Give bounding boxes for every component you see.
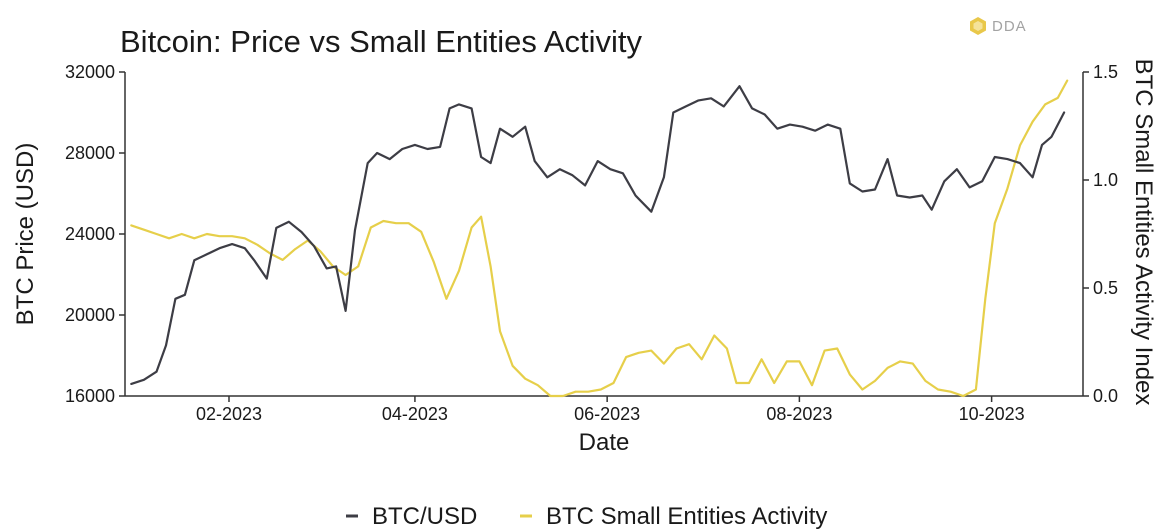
y-left-tick-label: 20000 <box>65 305 115 325</box>
y-left-tick-label: 28000 <box>65 143 115 163</box>
legend-label-small-entities: BTC Small Entities Activity <box>546 503 827 529</box>
y-left-tick-label: 24000 <box>65 224 115 244</box>
series-line-btc-usd <box>130 85 1066 385</box>
chart-title: Bitcoin: Price vs Small Entities Activit… <box>120 24 642 59</box>
x-tick-label: 06-2023 <box>574 404 640 424</box>
x-tick-label: 10-2023 <box>959 404 1025 424</box>
logo-text: DDA <box>992 18 1027 35</box>
y-axis-left-title: BTC Price (USD) <box>12 143 39 326</box>
x-tick-label: 04-2023 <box>382 404 448 424</box>
y-right-tick-label: 1.5 <box>1093 62 1118 82</box>
logo-mark-icon <box>970 17 986 35</box>
y-axis-right-ticks: 0.0 0.5 1.0 1.5 <box>1083 62 1118 406</box>
y-right-tick-label: 1.0 <box>1093 170 1118 190</box>
x-axis-title: Date <box>579 429 630 456</box>
legend-label-btc-usd: BTC/USD <box>372 503 477 529</box>
legend: BTC/USD BTC Small Entities Activity <box>346 503 827 529</box>
x-tick-label: 02-2023 <box>196 404 262 424</box>
y-axis-left-ticks: 16000 20000 24000 28000 32000 <box>65 62 125 406</box>
y-right-tick-label: 0.0 <box>1093 386 1118 406</box>
y-left-tick-label: 16000 <box>65 386 115 406</box>
y-right-tick-label: 0.5 <box>1093 278 1118 298</box>
y-left-tick-label: 32000 <box>65 62 115 82</box>
series-layer <box>130 79 1069 398</box>
y-axis-right-title: BTC Small Entities Activity Index <box>1130 59 1157 406</box>
dda-logo: DDA <box>970 17 1027 35</box>
x-tick-label: 08-2023 <box>766 404 832 424</box>
x-axis-ticks: 02-2023 04-2023 06-2023 08-2023 10-2023 <box>196 396 1025 424</box>
series-line-small-entities <box>130 79 1069 398</box>
